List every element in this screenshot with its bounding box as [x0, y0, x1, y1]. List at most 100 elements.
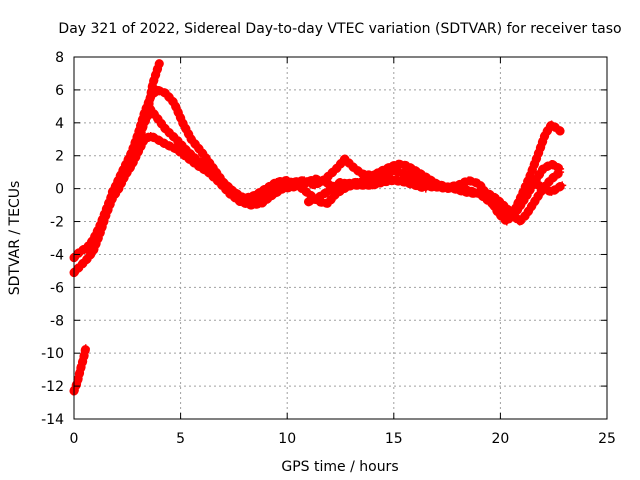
data-point — [240, 194, 249, 203]
data-point — [464, 186, 473, 195]
data-point — [453, 181, 462, 190]
data-point — [79, 354, 88, 363]
data-point — [178, 118, 187, 127]
data-point — [304, 189, 313, 198]
data-point — [411, 181, 420, 190]
data-point — [547, 159, 556, 168]
data-point — [389, 176, 398, 185]
data-point — [261, 184, 270, 193]
data-point — [89, 235, 98, 244]
data-point — [95, 222, 104, 231]
data-point — [521, 187, 530, 196]
data-point — [443, 182, 452, 191]
data-point — [121, 163, 130, 172]
x-tick-label: 10 — [278, 431, 296, 447]
data-point — [400, 178, 409, 187]
y-tick-label: -10 — [41, 346, 64, 362]
data-point — [323, 199, 332, 208]
data-point — [385, 163, 394, 172]
data-point — [161, 89, 170, 98]
chart-title: Day 321 of 2022, Sidereal Day-to-day VTE… — [58, 21, 621, 37]
data-point — [558, 181, 567, 190]
data-point — [182, 146, 191, 155]
plot-frame — [73, 56, 608, 420]
data-point — [534, 148, 543, 157]
x-tick-label: 20 — [491, 431, 509, 447]
y-tick-label: 6 — [55, 83, 64, 99]
data-point — [332, 164, 341, 173]
data-point — [556, 164, 565, 173]
x-axis: 0 5 10 15 20 25 — [70, 57, 616, 447]
data-point — [547, 187, 556, 196]
y-axis: -14 -12 -10 -8 -6 -4 -2 0 2 4 6 8 — [41, 50, 607, 428]
data-point — [310, 181, 319, 190]
data-point — [349, 163, 358, 172]
y-tick-label: 2 — [55, 149, 64, 165]
y-tick-label: -4 — [50, 247, 64, 263]
data-point — [357, 169, 366, 178]
data-point — [229, 187, 238, 196]
data-point — [219, 178, 228, 187]
data-point — [556, 127, 565, 136]
series-arc-c-markers — [69, 105, 565, 263]
data-point — [76, 247, 85, 256]
y-tick-label: -6 — [50, 280, 64, 296]
data-point — [73, 378, 82, 387]
data-point — [368, 181, 377, 190]
y-tick-label: 4 — [55, 116, 64, 132]
data-point — [464, 176, 473, 185]
data-point — [172, 145, 181, 154]
data-point — [170, 99, 179, 108]
x-tick-label: 15 — [385, 431, 403, 447]
data-point — [547, 174, 556, 183]
data-point — [108, 187, 117, 196]
data-point — [402, 161, 411, 170]
data-point — [315, 192, 324, 201]
data-point — [76, 365, 85, 374]
data-point — [547, 120, 556, 129]
data-point — [394, 159, 403, 168]
data-point — [521, 210, 530, 219]
data-point — [172, 135, 181, 144]
data-point — [81, 344, 90, 353]
data-point — [161, 140, 170, 149]
data-point — [421, 184, 430, 193]
data-point — [153, 135, 162, 144]
x-tick-label: 25 — [598, 431, 616, 447]
data-point — [82, 255, 91, 264]
data-point — [293, 181, 302, 190]
y-tick-label: 0 — [55, 182, 64, 198]
data-point — [411, 166, 420, 175]
data-point — [131, 146, 140, 155]
data-point — [300, 176, 309, 185]
data-point — [272, 178, 281, 187]
y-tick-label: 8 — [55, 50, 64, 66]
y-axis-label: SDTVAR / TECUs — [7, 181, 23, 296]
data-point — [153, 113, 162, 122]
data-point — [515, 217, 524, 226]
data-point — [502, 217, 511, 226]
data-point — [101, 206, 110, 215]
data-point — [494, 209, 503, 218]
data-point — [187, 135, 196, 144]
data-point — [526, 171, 535, 180]
data-point — [283, 176, 292, 185]
data-point — [485, 194, 494, 203]
data-point — [138, 125, 147, 134]
data-point — [325, 186, 334, 195]
data-point — [144, 102, 153, 111]
data-point — [82, 243, 91, 252]
series-arc-d-markers — [107, 85, 565, 226]
data-point — [155, 59, 164, 68]
data-point — [357, 181, 366, 190]
data-point — [193, 156, 202, 165]
data-point — [530, 178, 539, 187]
data-point — [509, 209, 518, 218]
data-point — [539, 184, 548, 193]
x-tick-label: 5 — [176, 431, 185, 447]
y-tick-label: -14 — [41, 412, 64, 428]
data-point — [304, 197, 313, 206]
y-tick-label: -12 — [41, 379, 64, 395]
data-point — [89, 247, 98, 256]
